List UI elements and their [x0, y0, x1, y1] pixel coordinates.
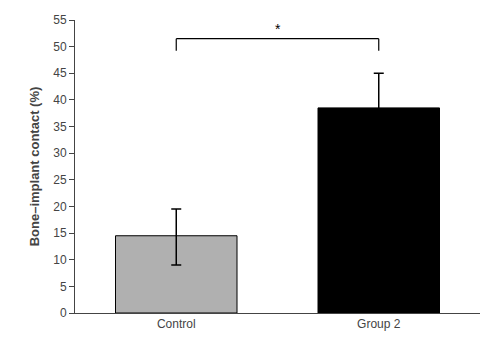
svg-text:55: 55 [53, 13, 67, 27]
svg-text:50: 50 [53, 40, 67, 54]
svg-text:0: 0 [60, 306, 67, 320]
svg-text:10: 10 [53, 253, 67, 267]
svg-text:5: 5 [60, 280, 67, 294]
svg-text:20: 20 [53, 200, 67, 214]
svg-text:30: 30 [53, 146, 67, 160]
svg-text:40: 40 [53, 93, 67, 107]
svg-text:35: 35 [53, 120, 67, 134]
svg-text:Group 2: Group 2 [357, 317, 401, 331]
svg-text:45: 45 [53, 66, 67, 80]
svg-text:Bone–implant contact (%): Bone–implant contact (%) [27, 87, 42, 247]
svg-text:Control: Control [157, 317, 196, 331]
svg-text:15: 15 [53, 226, 67, 240]
svg-text:25: 25 [53, 173, 67, 187]
svg-text:*: * [275, 21, 281, 37]
